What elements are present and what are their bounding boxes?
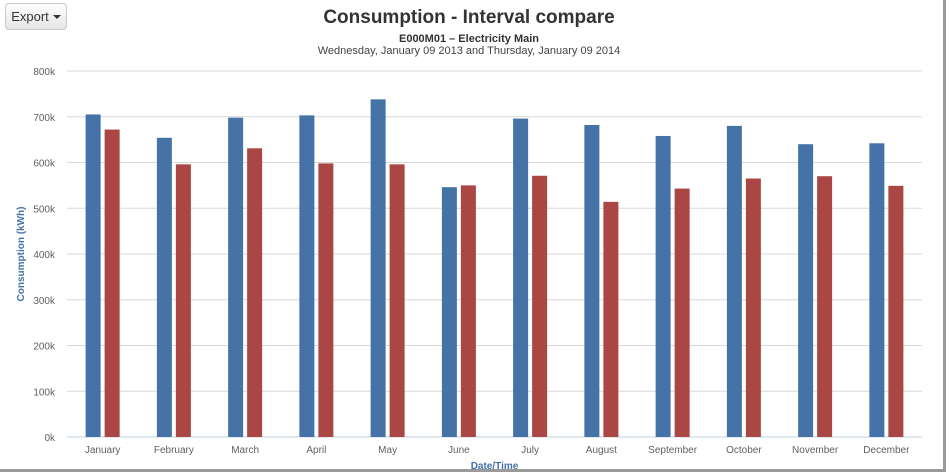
bar bbox=[674, 188, 690, 437]
bar bbox=[441, 187, 457, 437]
bar bbox=[156, 137, 172, 438]
bar bbox=[104, 129, 120, 437]
bar bbox=[299, 115, 315, 437]
x-tick-label: January bbox=[85, 445, 121, 456]
bar bbox=[228, 117, 244, 437]
y-tick-label: 200k bbox=[33, 342, 56, 353]
y-tick-label: 100k bbox=[33, 387, 56, 398]
x-tick-label: August bbox=[586, 445, 617, 456]
y-tick-label: 700k bbox=[33, 113, 56, 124]
bar bbox=[389, 164, 405, 437]
x-tick-label: July bbox=[521, 445, 539, 456]
bar bbox=[603, 201, 619, 437]
x-tick-label: February bbox=[154, 445, 194, 456]
caret-down-icon bbox=[52, 15, 61, 19]
bar bbox=[513, 118, 529, 437]
chart-date-range: Wednesday, January 09 2013 and Thursday,… bbox=[317, 45, 621, 57]
export-button[interactable]: Export bbox=[5, 3, 67, 30]
y-tick-label: 600k bbox=[33, 159, 56, 170]
y-tick-label: 0k bbox=[44, 433, 56, 444]
bar bbox=[175, 164, 191, 437]
bar bbox=[869, 143, 885, 437]
bar bbox=[460, 185, 476, 437]
y-axis-title: Consumption (kWh) bbox=[16, 207, 27, 302]
x-tick-label: June bbox=[448, 445, 470, 456]
bar bbox=[584, 124, 600, 438]
bar bbox=[85, 114, 101, 438]
bar bbox=[655, 135, 671, 437]
x-tick-label: December bbox=[863, 445, 910, 456]
bar bbox=[888, 185, 904, 437]
bar bbox=[817, 176, 833, 437]
bar bbox=[370, 99, 386, 438]
x-tick-label: September bbox=[648, 445, 698, 456]
bar bbox=[532, 175, 548, 437]
x-axis-title: Date/Time bbox=[471, 461, 519, 472]
x-tick-label: March bbox=[231, 445, 259, 456]
x-tick-label: November bbox=[792, 445, 839, 456]
bar bbox=[745, 178, 761, 437]
chart-subtitle: E000M01 – Electricity Main bbox=[398, 33, 539, 45]
x-tick-label: May bbox=[378, 445, 397, 456]
y-tick-label: 500k bbox=[33, 204, 56, 215]
bar bbox=[318, 163, 334, 438]
bar bbox=[798, 144, 814, 437]
y-tick-label: 800k bbox=[33, 67, 56, 78]
x-tick-label: October bbox=[726, 445, 762, 456]
export-label: Export bbox=[11, 9, 49, 24]
bar bbox=[247, 148, 263, 437]
x-tick-label: April bbox=[306, 445, 326, 456]
y-tick-label: 400k bbox=[33, 250, 56, 261]
bar bbox=[726, 125, 742, 438]
chart-title: Consumption - Interval compare bbox=[323, 7, 615, 28]
y-tick-label: 300k bbox=[33, 296, 56, 307]
